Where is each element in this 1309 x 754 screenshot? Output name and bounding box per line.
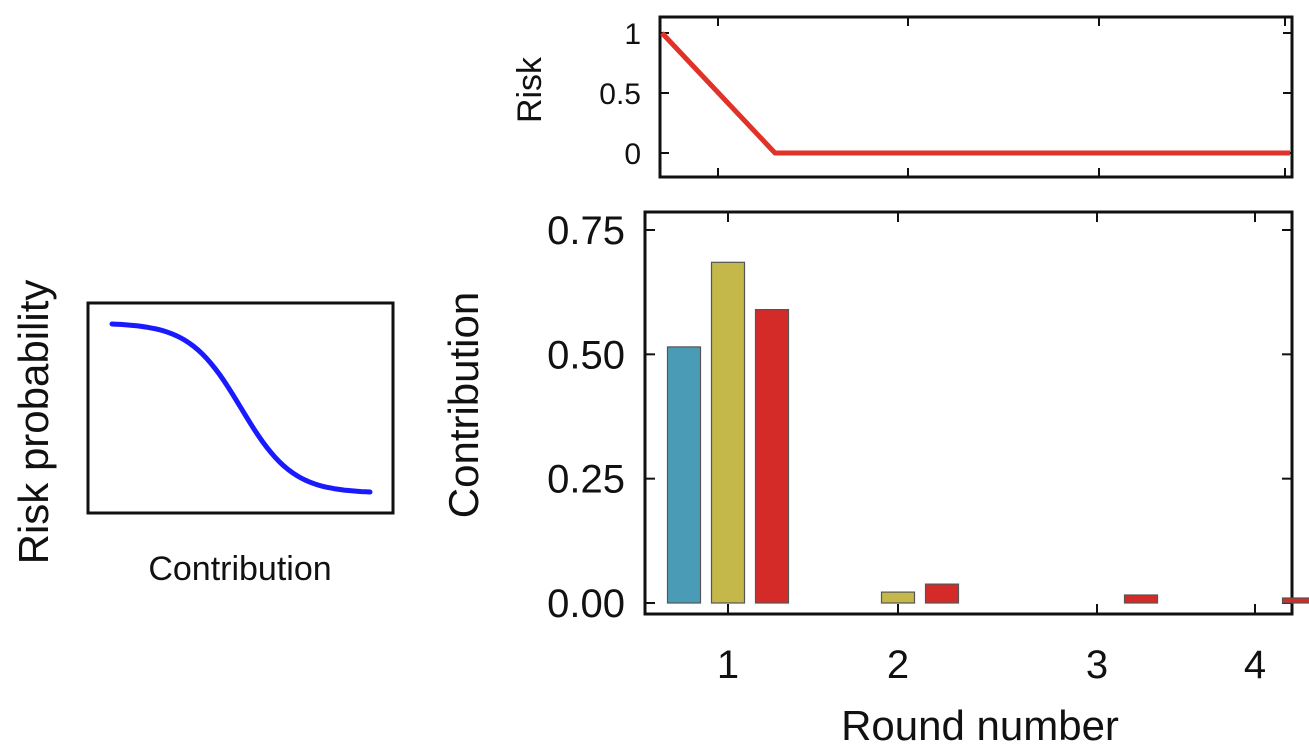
risk-panel: 0 0.5 1 Risk: [511, 15, 1294, 179]
contribution-ytick-label: 0.25: [547, 458, 625, 502]
contribution-bar: [710, 261, 746, 604]
contribution-ytick-label: 0.00: [547, 582, 625, 626]
contribution-ytick-label: 0.50: [547, 333, 625, 377]
contribution-xtick-label: 4: [1244, 643, 1266, 687]
inset-sigmoid-curve: [109, 321, 373, 495]
contribution-panel: 0.00 0.25 0.50 0.75 1 2 3 4 Contribution Round…: [440, 209, 1309, 749]
inset-panel: Contribution Risk probability: [10, 280, 395, 588]
contribution-bar: [1281, 597, 1309, 604]
inset-ylabel: Risk probability: [10, 280, 57, 565]
risk-frame: [658, 15, 1294, 179]
risk-ytick-label: 0: [624, 138, 641, 171]
contribution-bar: [754, 309, 790, 604]
contribution-xtick-label: 2: [887, 643, 909, 687]
risk-ytick-label: 0.5: [599, 78, 641, 111]
contribution-bar: [880, 591, 916, 604]
contribution-xtick-label: 3: [1086, 643, 1108, 687]
contribution-bar: [666, 346, 702, 604]
inset-xlabel: Contribution: [148, 550, 331, 588]
contribution-ytick-label: 0.75: [547, 209, 625, 253]
risk-ylabel: Risk: [511, 56, 549, 123]
contribution-bar: [924, 583, 960, 604]
contribution-ylabel: Contribution: [440, 292, 487, 518]
contribution-xtick-label: 1: [717, 643, 739, 687]
contribution-frame: [643, 210, 1294, 616]
inset-frame: [86, 301, 395, 515]
risk-ytick-label: 1: [624, 18, 641, 51]
contribution-bar: [1123, 594, 1159, 604]
contribution-xlabel: Round number: [841, 702, 1119, 749]
risk-line: [660, 31, 1290, 156]
